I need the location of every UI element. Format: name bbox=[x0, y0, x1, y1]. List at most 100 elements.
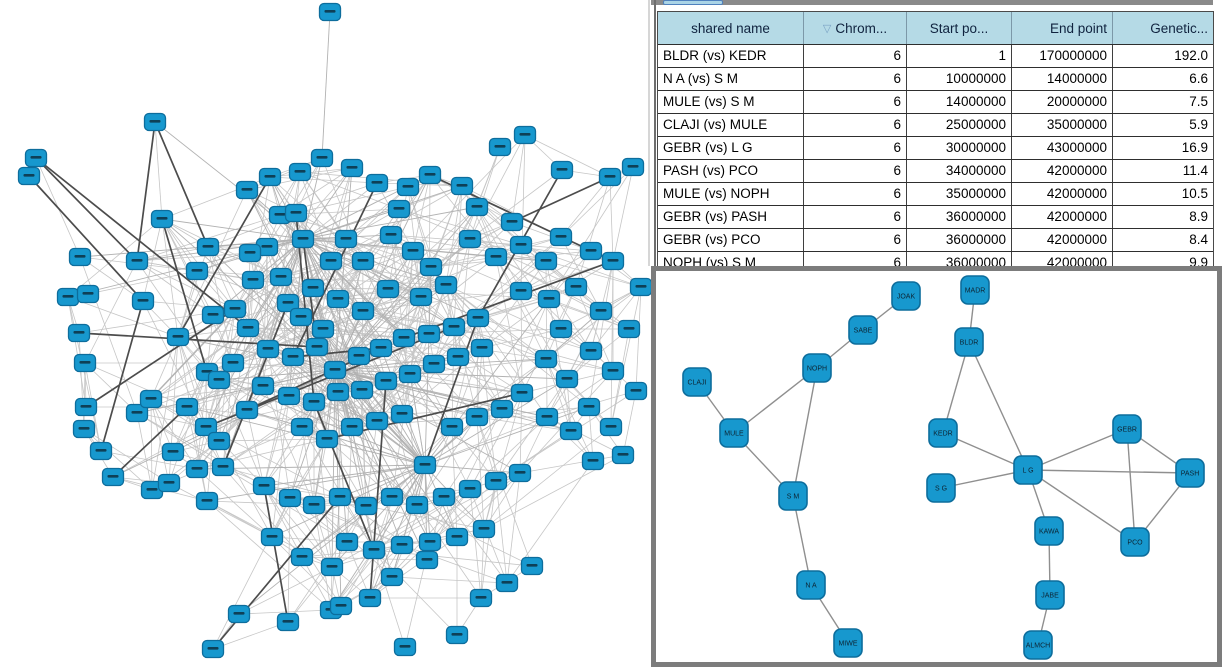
subnetwork-node-bldr[interactable]: BLDR bbox=[954, 327, 984, 357]
network-edge bbox=[263, 395, 290, 487]
cell: 34000000 bbox=[907, 160, 1012, 182]
node-label-illegible bbox=[62, 295, 74, 298]
table-row[interactable]: PASH (vs) PCO 6 34000000 42000000 11.4 bbox=[658, 159, 1213, 182]
subnetwork-node-mule[interactable]: MULE bbox=[719, 418, 749, 448]
network-edge bbox=[302, 238, 387, 382]
subnetwork-node-joak[interactable]: JOAK bbox=[891, 281, 921, 311]
network-edge bbox=[212, 621, 289, 650]
table-row[interactable]: GEBR (vs) L G 6 30000000 43000000 16.9 bbox=[658, 136, 1213, 159]
subnetwork-node-sabe[interactable]: SABE bbox=[848, 315, 878, 345]
main-network-canvas[interactable] bbox=[0, 0, 651, 669]
network-edge bbox=[247, 252, 251, 329]
column-header-end-point[interactable]: End point bbox=[1012, 12, 1113, 44]
subnetwork-node-madr[interactable]: MADR bbox=[960, 275, 990, 305]
network-edge bbox=[206, 371, 426, 466]
network-edge bbox=[453, 326, 503, 410]
cell: MULE (vs) S M bbox=[658, 91, 804, 113]
subnetwork-node-miwe[interactable]: MIWE bbox=[833, 628, 863, 658]
subnetwork-node-label: CLAJI bbox=[687, 380, 706, 387]
node-label-illegible bbox=[630, 389, 642, 392]
node-label-illegible bbox=[340, 237, 352, 240]
column-header-genetic[interactable]: Genetic... bbox=[1113, 12, 1213, 44]
network-edge bbox=[453, 185, 463, 328]
network-edge bbox=[263, 485, 289, 623]
cell: 10.5 bbox=[1181, 186, 1208, 201]
subnetwork-node-almch[interactable]: ALMCH bbox=[1023, 630, 1053, 660]
table-row[interactable]: CLAJI (vs) MULE 6 25000000 35000000 5.9 bbox=[658, 113, 1213, 136]
node-label-illegible bbox=[375, 346, 387, 349]
network-edge bbox=[67, 218, 163, 298]
network-edge bbox=[520, 134, 526, 292]
network-edge bbox=[295, 186, 409, 214]
network-edge bbox=[545, 260, 642, 288]
node-label-illegible bbox=[79, 361, 91, 364]
network-edge bbox=[302, 238, 453, 428]
subnetwork-node-n-a[interactable]: N A bbox=[796, 570, 826, 600]
subnetwork-node-claji[interactable]: CLAJI bbox=[682, 367, 712, 397]
table-row[interactable]: GEBR (vs) PCO 6 36000000 42000000 8.4 bbox=[658, 228, 1213, 251]
network-edge bbox=[136, 121, 156, 262]
node-label-illegible bbox=[308, 400, 320, 403]
network-edge bbox=[267, 276, 282, 350]
subnetwork-canvas[interactable]: JOAK MADR SABE BLDR NOPH CLAJI GEBR MULE KEDR L G… bbox=[656, 271, 1217, 662]
network-edge bbox=[263, 485, 333, 568]
subnetwork-node-pco[interactable]: PCO bbox=[1120, 527, 1150, 557]
subnetwork-node-jabe[interactable]: JABE bbox=[1035, 580, 1065, 610]
node-label-illegible bbox=[490, 479, 502, 482]
network-edge bbox=[545, 358, 612, 428]
network-edge bbox=[424, 378, 568, 466]
subnetwork-node-label: KAWA bbox=[1039, 529, 1059, 536]
subnetwork-node-s-g[interactable]: S G bbox=[926, 473, 956, 503]
subnetwork-node-s-m[interactable]: S M bbox=[778, 481, 808, 511]
node-label-illegible bbox=[74, 255, 86, 258]
subnetwork-node-kedr[interactable]: KEDR bbox=[928, 418, 958, 448]
node-label-illegible bbox=[346, 166, 358, 169]
column-header-shared-name[interactable]: shared name bbox=[658, 12, 804, 44]
node-label-illegible bbox=[541, 415, 553, 418]
network-edge bbox=[361, 389, 426, 466]
node-label-illegible bbox=[419, 463, 431, 466]
node-label-illegible bbox=[425, 265, 437, 268]
network-edge bbox=[79, 256, 144, 302]
node-label-illegible bbox=[78, 427, 90, 430]
table-row[interactable]: N A (vs) S M 6 10000000 14000000 6.6 bbox=[658, 67, 1213, 90]
node-label-illegible bbox=[360, 504, 372, 507]
subnetwork-node-l-g[interactable]: L G bbox=[1013, 455, 1043, 485]
network-edge bbox=[150, 362, 234, 400]
filter-icon[interactable]: ▽ bbox=[822, 22, 832, 35]
network-edge bbox=[271, 395, 290, 538]
network-edge bbox=[361, 389, 367, 507]
column-header-chrom[interactable]: ▽ Chrom... bbox=[804, 12, 907, 44]
subnetwork-node-noph[interactable]: NOPH bbox=[802, 353, 832, 383]
subnetwork-node-label: JOAK bbox=[897, 294, 916, 301]
node-label-illegible bbox=[332, 297, 344, 300]
network-edge bbox=[520, 244, 592, 252]
subnetwork-node-gebr[interactable]: GEBR bbox=[1112, 414, 1142, 444]
network-edge bbox=[263, 485, 303, 558]
node-label-illegible bbox=[258, 484, 270, 487]
node-label-illegible bbox=[423, 332, 435, 335]
network-edge bbox=[334, 369, 428, 561]
table-row[interactable]: GEBR (vs) PASH 6 36000000 42000000 8.9 bbox=[658, 205, 1213, 228]
network-edge bbox=[83, 362, 86, 430]
subnetwork-panel: JOAK MADR SABE BLDR NOPH CLAJI GEBR MULE KEDR L G… bbox=[651, 266, 1222, 667]
network-edge bbox=[588, 260, 614, 408]
network-edge bbox=[263, 485, 342, 607]
subnetwork-node-pash[interactable]: PASH bbox=[1175, 458, 1205, 488]
node-label-illegible bbox=[247, 278, 259, 281]
table-row[interactable]: MULE (vs) NOPH 6 35000000 42000000 10.5 bbox=[658, 182, 1213, 205]
table-row[interactable]: BLDR (vs) KEDR 6 1 170000000 192.0 bbox=[658, 44, 1213, 67]
network-edge bbox=[302, 185, 463, 240]
node-label-illegible bbox=[565, 429, 577, 432]
table-row[interactable]: MULE (vs) S M 6 14000000 20000000 7.5 bbox=[658, 90, 1213, 113]
node-label-illegible bbox=[274, 213, 286, 216]
node-label-illegible bbox=[368, 548, 380, 551]
cell: 6.6 bbox=[1189, 71, 1208, 86]
node-label-illegible bbox=[627, 165, 639, 168]
scrollbar-thumb[interactable] bbox=[663, 0, 723, 5]
network-edge bbox=[445, 284, 547, 360]
subnetwork-node-kawa[interactable]: KAWA bbox=[1034, 516, 1064, 546]
network-edge bbox=[519, 416, 548, 474]
column-header-start-po[interactable]: Start po... bbox=[907, 12, 1012, 44]
